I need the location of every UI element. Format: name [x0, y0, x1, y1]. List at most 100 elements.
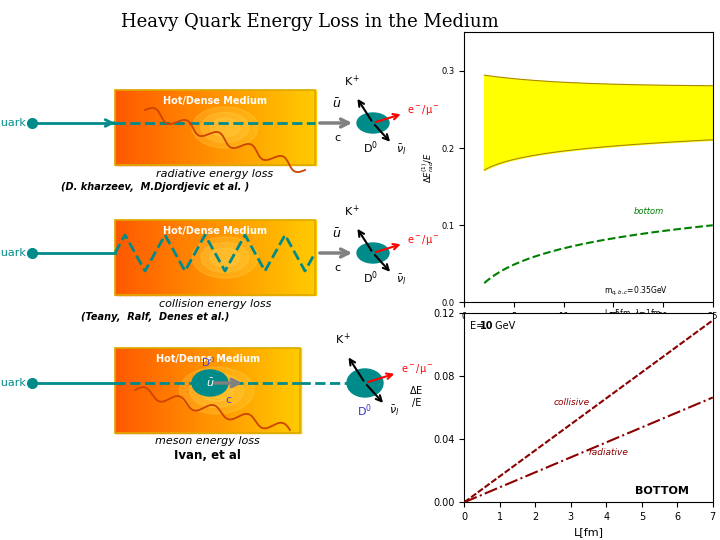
Bar [277, 348, 282, 433]
Bar [185, 220, 191, 295]
Ellipse shape [179, 367, 254, 414]
Text: c quark: c quark [0, 378, 26, 388]
Bar [157, 348, 162, 433]
Bar [258, 348, 264, 433]
Bar [129, 348, 134, 433]
Ellipse shape [199, 380, 234, 401]
Bar [212, 348, 217, 433]
Bar [210, 90, 215, 165]
Bar [310, 90, 315, 165]
Text: e$^-$/μ$^-$: e$^-$/μ$^-$ [408, 233, 440, 247]
Bar [165, 90, 171, 165]
Bar [180, 220, 186, 295]
Bar [265, 220, 271, 295]
Text: radiative: radiative [589, 448, 629, 457]
Bar [305, 220, 310, 295]
Text: (Teany,  Ralf,  Denes et al.): (Teany, Ralf, Denes et al.) [81, 312, 229, 322]
Bar [240, 220, 246, 295]
Bar [195, 220, 200, 295]
Bar [194, 348, 199, 433]
Bar [175, 90, 181, 165]
Text: e$^-$/μ$^-$: e$^-$/μ$^-$ [401, 362, 433, 376]
Bar [160, 220, 166, 295]
Bar [115, 348, 120, 433]
Bar [133, 348, 139, 433]
Bar [295, 90, 300, 165]
Text: suppressed at $\theta < m_Q/E_Q$: suppressed at $\theta < m_Q/E_Q$ [468, 66, 635, 83]
Bar [221, 348, 227, 433]
Bar [171, 348, 176, 433]
Bar [125, 220, 130, 295]
Bar [210, 220, 215, 295]
Text: c: c [334, 263, 340, 273]
Bar [184, 348, 189, 433]
Bar [285, 220, 290, 295]
Bar [155, 220, 161, 295]
Bar [230, 220, 235, 295]
Bar [185, 90, 191, 165]
Text: bottom: bottom [634, 207, 664, 215]
Bar [268, 348, 273, 433]
Bar [180, 348, 185, 433]
Bar [190, 90, 196, 165]
Bar [245, 220, 251, 295]
Bar [263, 348, 268, 433]
Bar [265, 90, 271, 165]
Bar [198, 348, 203, 433]
Bar [205, 220, 210, 295]
Text: collision energy loss: collision energy loss [159, 299, 271, 309]
Bar [125, 348, 130, 433]
Bar [230, 348, 235, 433]
Text: $\bar{\nu}_l$: $\bar{\nu}_l$ [396, 143, 406, 157]
Bar [152, 348, 157, 433]
Bar [215, 220, 220, 295]
Text: radiative energy loss: radiative energy loss [156, 169, 274, 179]
Bar [230, 90, 235, 165]
Bar [140, 90, 145, 165]
Bar [290, 90, 295, 165]
Text: D$^0$: D$^0$ [364, 139, 379, 156]
Bar [135, 220, 140, 295]
Bar [295, 220, 300, 295]
Text: Hot/Dense Medium: Hot/Dense Medium [163, 226, 267, 236]
Text: Hot/Dense Medium: Hot/Dense Medium [156, 354, 259, 364]
Bar [249, 348, 254, 433]
Text: $\bar{u}$: $\bar{u}$ [333, 227, 342, 241]
Bar [130, 90, 135, 165]
Bar [240, 348, 245, 433]
Bar [150, 220, 156, 295]
Text: (D. kharzeev,  M.Djordjevic et al. ): (D. kharzeev, M.Djordjevic et al. ) [61, 182, 249, 192]
Text: c quark: c quark [0, 118, 26, 128]
Text: BOTTOM: BOTTOM [635, 487, 688, 496]
Bar [140, 220, 145, 295]
Bar [125, 90, 130, 165]
Text: Ivan, et al: Ivan, et al [174, 449, 241, 462]
Bar [115, 220, 315, 295]
Text: $\bar{u}$: $\bar{u}$ [333, 98, 342, 111]
Y-axis label: $\Delta$E
/E: $\Delta$E /E [410, 384, 423, 408]
Bar [275, 90, 281, 165]
Bar [205, 90, 210, 165]
Text: D$^0$: D$^0$ [364, 269, 379, 286]
Text: c: c [334, 133, 340, 143]
Bar [245, 90, 251, 165]
Ellipse shape [210, 248, 240, 267]
Bar [170, 220, 176, 295]
Ellipse shape [192, 107, 258, 148]
Bar [175, 348, 180, 433]
Text: gluon radiation: gluon radiation [468, 50, 588, 64]
Bar [220, 90, 225, 165]
Bar [291, 348, 296, 433]
Bar [115, 348, 300, 433]
Text: light: light [605, 35, 637, 48]
Bar [295, 348, 300, 433]
X-axis label: E [GeV]: E [GeV] [570, 327, 607, 336]
Bar [203, 348, 208, 433]
Text: L=5fm, $\lambda$=1fm: L=5fm, $\lambda$=1fm [603, 307, 661, 319]
Text: D$^0$: D$^0$ [201, 355, 215, 369]
Bar [143, 348, 148, 433]
Bar [200, 90, 205, 165]
Text: c: c [225, 395, 231, 405]
Ellipse shape [192, 370, 228, 396]
Text: e$^-$/μ$^-$: e$^-$/μ$^-$ [408, 103, 440, 117]
